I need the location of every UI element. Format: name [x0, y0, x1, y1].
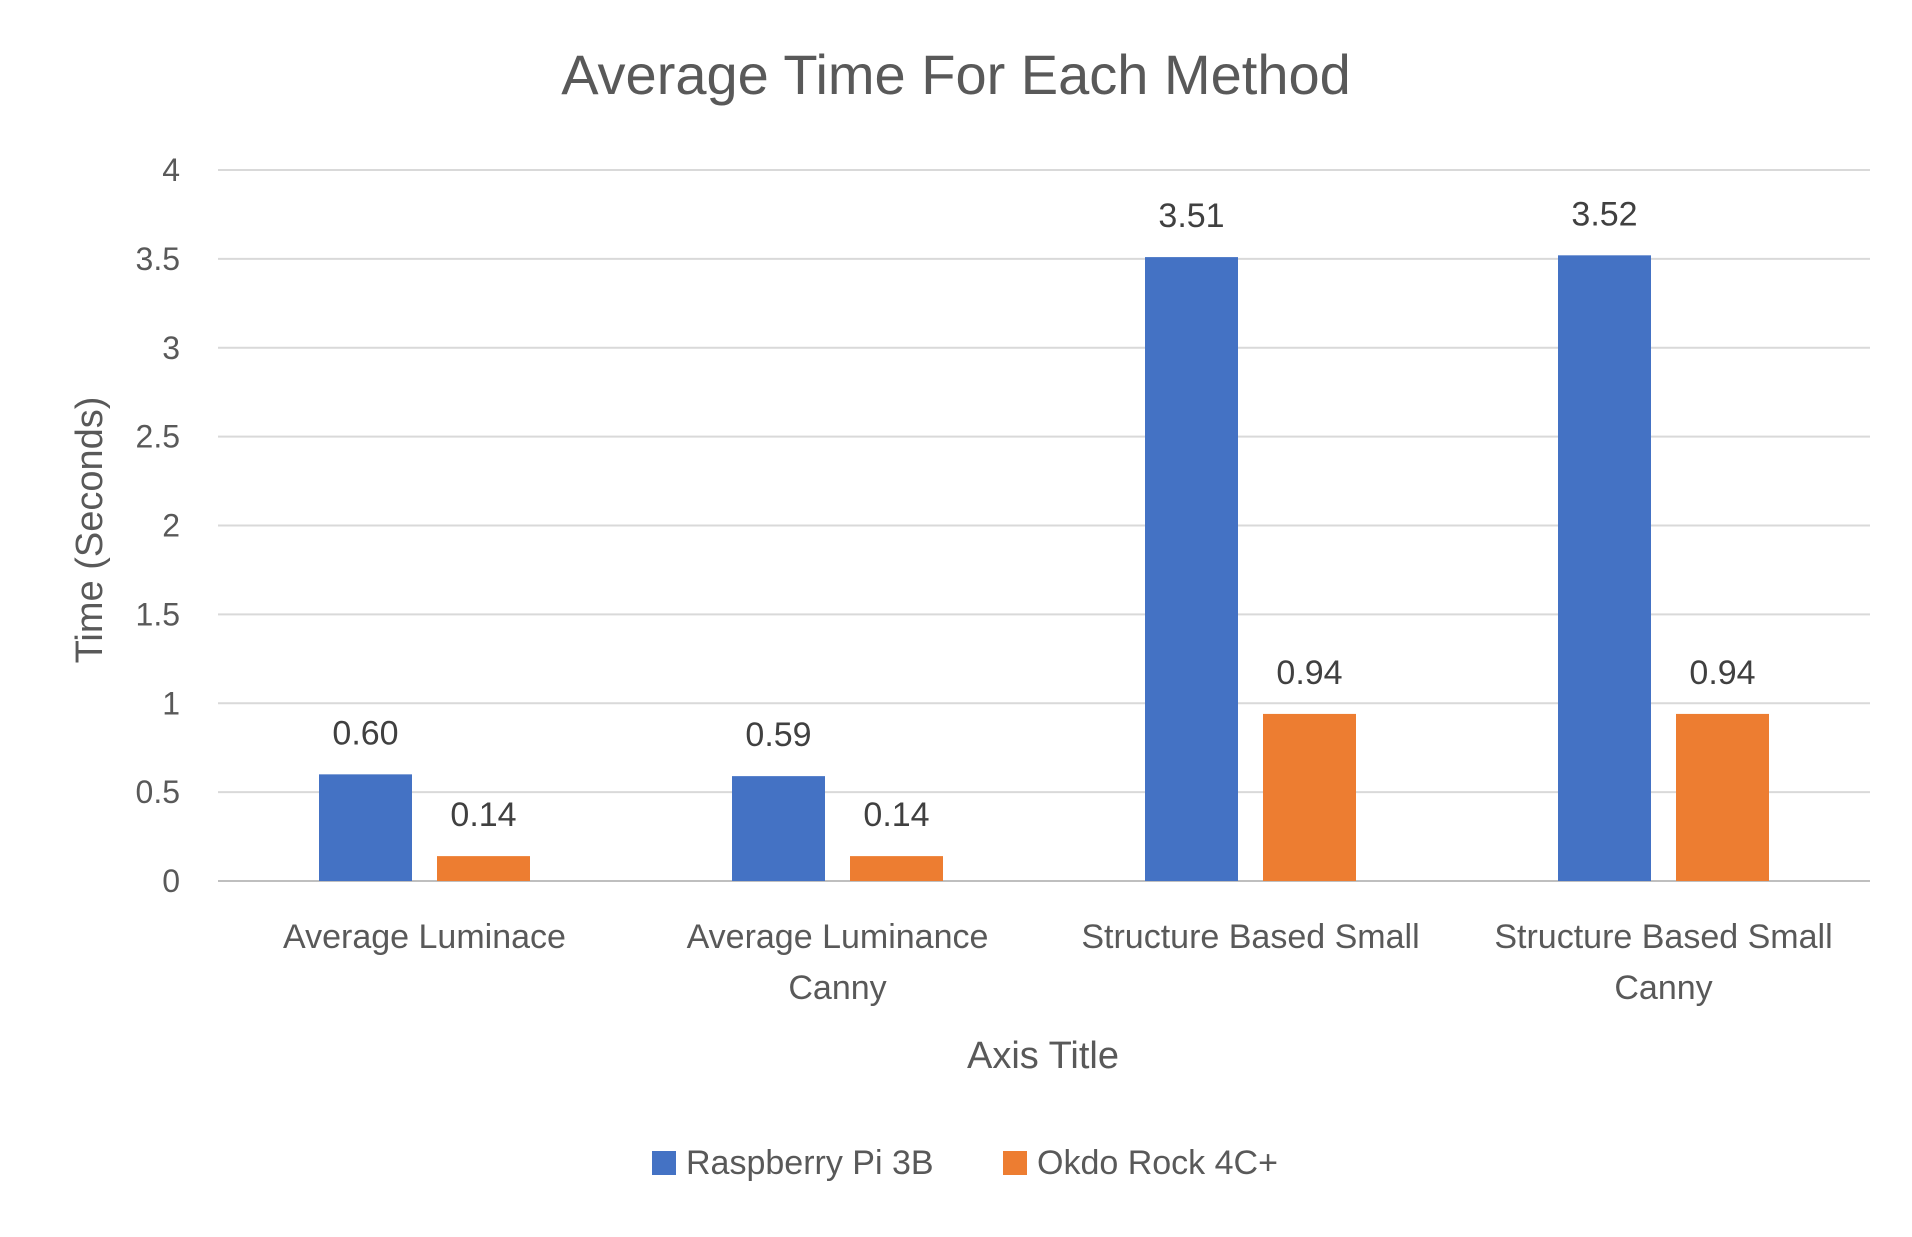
bar-series0-cat2	[1145, 257, 1238, 881]
y-axis-title: Time (Seconds)	[69, 397, 111, 664]
data-label: 3.51	[1158, 197, 1224, 235]
y-tick-label: 2.5	[136, 419, 180, 455]
x-axis-title: Axis Title	[967, 1035, 1119, 1077]
y-tick-label: 3	[162, 330, 180, 366]
data-label: 0.59	[745, 716, 811, 754]
bar-series1-cat2	[1263, 713, 1356, 881]
data-label: 0.14	[863, 796, 929, 834]
data-label: 0.60	[332, 714, 398, 752]
data-label: 3.52	[1571, 195, 1637, 233]
bar-series0-cat3	[1558, 255, 1651, 881]
x-category-label: Average Luminace	[283, 918, 566, 956]
legend-label: Okdo Rock 4C+	[1037, 1144, 1278, 1182]
y-tick-label: 2	[162, 508, 180, 544]
legend-label: Raspberry Pi 3B	[686, 1144, 934, 1182]
y-tick-label: 4	[162, 152, 180, 188]
x-axis-categories: Average Luminace Average Luminance Canny St…	[283, 918, 1833, 1007]
data-labels: 0.60 0.14 0.59 0.14 3.51 0.94 3.52 0.94	[332, 195, 1755, 834]
bar-series0-cat1	[732, 776, 825, 881]
x-category-label: Canny	[788, 969, 886, 1007]
bar-series1-cat3	[1676, 713, 1769, 881]
x-category-label: Average Luminance	[687, 918, 989, 956]
legend-swatch	[652, 1151, 676, 1175]
y-tick-label: 0	[162, 863, 180, 899]
bar-series1-cat0	[437, 856, 530, 881]
y-tick-label: 1	[162, 685, 180, 721]
y-tick-label: 3.5	[136, 241, 180, 277]
x-category-label: Structure Based Small	[1081, 918, 1419, 956]
chart-title: Average Time For Each Method	[561, 43, 1351, 106]
x-category-label: Canny	[1614, 969, 1712, 1007]
legend-swatch	[1003, 1151, 1027, 1175]
legend: Raspberry Pi 3B Okdo Rock 4C+	[652, 1144, 1278, 1182]
data-label: 0.94	[1689, 654, 1755, 692]
y-tick-label: 1.5	[136, 596, 180, 632]
bar-series1-cat1	[850, 856, 943, 881]
x-category-label: Structure Based Small	[1494, 918, 1832, 956]
bars	[319, 255, 1769, 881]
gridlines	[218, 169, 1870, 882]
y-tick-label: 0.5	[136, 774, 180, 810]
bar-series0-cat0	[319, 774, 412, 881]
y-axis-ticks: 0 0.5 1 1.5 2 2.5 3 3.5 4	[136, 152, 180, 899]
data-label: 0.94	[1276, 654, 1342, 692]
data-label: 0.14	[450, 796, 516, 834]
